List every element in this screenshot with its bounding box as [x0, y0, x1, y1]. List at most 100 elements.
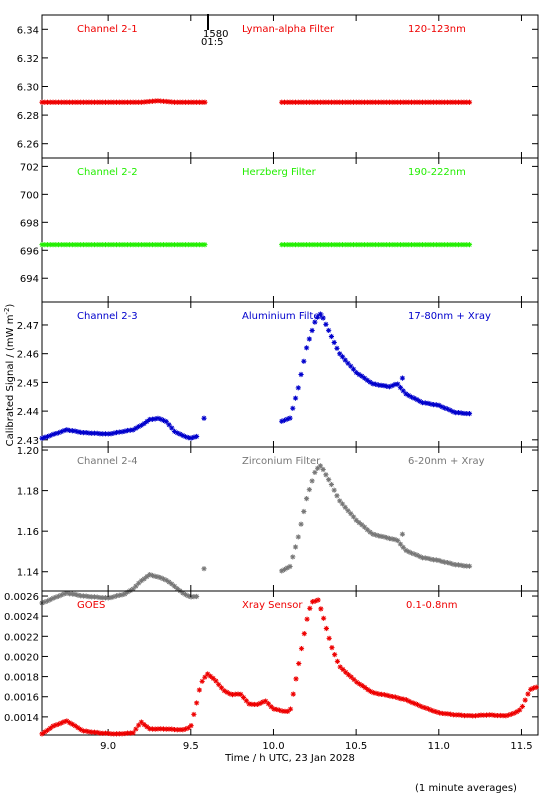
data-point	[464, 99, 470, 105]
data-point	[298, 645, 305, 652]
data-point	[133, 726, 139, 732]
data-point	[343, 669, 349, 675]
data-point	[406, 242, 412, 248]
data-point	[97, 431, 103, 437]
data-point	[384, 534, 390, 541]
data-point	[39, 731, 45, 737]
data-point	[317, 99, 323, 105]
data-point	[422, 99, 428, 105]
data-point	[345, 360, 351, 366]
data-point	[508, 711, 514, 717]
data-point	[210, 675, 216, 681]
data-point	[339, 354, 346, 360]
data-point	[72, 242, 78, 248]
data-point	[67, 591, 73, 597]
data-point	[400, 388, 406, 394]
data-point	[323, 472, 329, 478]
data-point	[494, 712, 501, 719]
data-point	[130, 427, 136, 433]
data-point	[147, 726, 153, 732]
data-point	[295, 99, 301, 105]
data-point	[124, 427, 131, 434]
data-point	[67, 427, 73, 434]
data-point	[417, 242, 423, 248]
data-point	[39, 242, 45, 248]
data-point	[353, 369, 359, 376]
data-point	[58, 429, 64, 435]
data-point	[185, 725, 191, 731]
data-point	[141, 722, 147, 728]
data-point	[122, 99, 128, 105]
data-point	[376, 691, 382, 697]
data-point	[122, 591, 128, 597]
data-point	[133, 583, 139, 589]
data-point	[196, 242, 202, 248]
data-point	[395, 99, 401, 105]
data-point	[64, 99, 70, 105]
data-point	[174, 99, 180, 105]
data-point	[395, 695, 401, 701]
data-point	[229, 692, 236, 698]
data-point	[136, 722, 142, 728]
data-point	[80, 728, 87, 734]
data-point	[411, 242, 417, 248]
data-point	[442, 711, 448, 717]
data-point	[403, 697, 410, 703]
data-point	[350, 366, 357, 372]
data-point	[136, 242, 142, 248]
data-point	[64, 427, 70, 433]
data-point	[105, 242, 111, 248]
data-point	[447, 560, 453, 566]
data-point	[419, 242, 426, 248]
data-point	[519, 703, 526, 710]
data-point	[450, 712, 456, 718]
data-point	[323, 625, 329, 632]
data-point	[334, 493, 340, 499]
data-point	[503, 713, 509, 719]
data-point	[64, 590, 70, 596]
data-point	[72, 591, 78, 597]
data-point	[525, 691, 531, 697]
data-point	[461, 99, 467, 105]
data-point	[337, 498, 343, 504]
data-point	[169, 425, 175, 431]
data-point	[199, 242, 205, 248]
data-point	[124, 589, 131, 595]
data-point	[353, 242, 359, 248]
data-point	[252, 701, 258, 708]
data-point	[174, 430, 180, 436]
data-point	[105, 431, 111, 437]
y-tick-label: 1.14	[17, 568, 39, 579]
data-point	[444, 559, 450, 566]
data-point	[249, 701, 255, 707]
data-point	[466, 411, 473, 417]
data-point	[337, 99, 343, 105]
data-point	[55, 99, 62, 105]
data-point	[254, 701, 260, 708]
data-point	[108, 594, 114, 601]
data-point	[265, 701, 272, 707]
data-point	[44, 99, 51, 105]
data-point	[102, 730, 109, 736]
data-point	[428, 401, 434, 407]
data-point	[47, 597, 53, 603]
data-point	[455, 242, 462, 248]
data-point	[447, 99, 453, 105]
data-point	[317, 242, 323, 248]
data-point	[306, 99, 312, 105]
data-point	[399, 375, 406, 381]
data-point	[411, 99, 417, 105]
data-point	[100, 595, 106, 601]
data-point	[417, 703, 423, 709]
data-point	[326, 327, 332, 334]
data-point	[414, 242, 420, 248]
data-point	[243, 698, 249, 704]
data-point	[166, 579, 172, 585]
panel-filter-label: Aluminium Filter	[242, 311, 325, 322]
data-point	[160, 98, 167, 104]
data-point	[163, 242, 169, 248]
data-point	[169, 242, 175, 248]
data-point	[481, 712, 487, 718]
data-point	[323, 321, 329, 327]
data-point	[353, 99, 359, 105]
